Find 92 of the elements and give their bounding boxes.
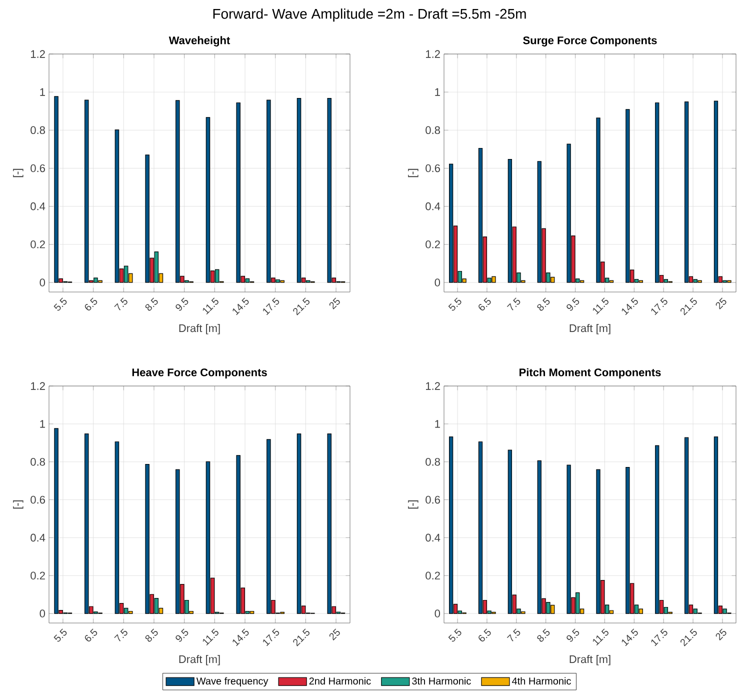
bar xyxy=(655,102,660,283)
x-tick-label: 6.5 xyxy=(478,298,491,310)
x-tick-label: 5.5 xyxy=(54,628,67,642)
bar xyxy=(684,101,689,283)
y-tick-label: 0.2 xyxy=(30,240,45,248)
x-tick-label: 7.5 xyxy=(114,628,128,642)
y-tick-label: 0 xyxy=(40,278,46,286)
x-tick-label: 8.5 xyxy=(537,628,550,642)
x-tick-label: 6.5 xyxy=(84,628,98,642)
bar xyxy=(714,436,718,614)
bar xyxy=(655,445,660,614)
y-axis-title: [-] xyxy=(408,500,418,509)
y-tick-label: 1 xyxy=(40,88,45,96)
x-tick-label: 9.5 xyxy=(176,628,188,642)
x-tick-label: 7.5 xyxy=(114,298,128,310)
bar xyxy=(206,461,210,614)
y-tick-label: 0 xyxy=(40,610,46,618)
y-tick-label: 1.2 xyxy=(31,50,45,58)
bar xyxy=(684,437,689,614)
x-tick-label: 25 xyxy=(329,298,340,310)
y-tick-label: 0 xyxy=(434,610,440,618)
y-tick-label: 1.2 xyxy=(426,50,440,58)
y-tick-label: 1 xyxy=(435,420,440,428)
bar xyxy=(664,279,668,283)
x-tick-label: 5.5 xyxy=(448,298,462,311)
y-tick-label: 0.2 xyxy=(426,572,440,580)
x-tick-label: 5.5 xyxy=(54,298,67,311)
x-tick-label: 8.5 xyxy=(145,298,158,311)
y-tick-label: 0.2 xyxy=(426,240,440,248)
y-tick-label: 0.4 xyxy=(426,534,440,542)
x-tick-label: 25 xyxy=(329,628,340,640)
y-tick-label: 0.4 xyxy=(426,202,440,210)
chart-title: Surge Force Components xyxy=(523,36,657,46)
x-tick-label: 25 xyxy=(716,628,726,640)
bar xyxy=(478,148,483,283)
x-tick-label: 8.5 xyxy=(145,628,158,642)
bar xyxy=(626,109,630,283)
legend-label: 2nd Harmonic xyxy=(309,677,371,685)
bar xyxy=(714,100,718,283)
bar xyxy=(206,117,210,283)
chart-title: Pitch Moment Components xyxy=(520,368,661,378)
bar xyxy=(638,608,643,614)
y-tick-label: 0.4 xyxy=(30,534,46,542)
y-tick-label: 0.8 xyxy=(30,458,45,466)
bar xyxy=(296,433,302,614)
y-tick-label: 0 xyxy=(434,278,440,286)
x-axis-title: Draft [m] xyxy=(179,324,220,334)
y-axis-title: [-] xyxy=(13,500,24,509)
y-tick-label: 0.6 xyxy=(30,496,45,504)
y-axis-title: [-] xyxy=(13,168,24,178)
legend-label: 4th Harmonic xyxy=(512,677,571,685)
x-axis-title: Draft [m] xyxy=(570,324,610,334)
bar xyxy=(114,441,120,614)
x-tick-label: 9.5 xyxy=(566,298,580,311)
x-tick-label: 6.5 xyxy=(478,628,491,642)
y-tick-label: 0.8 xyxy=(426,126,440,134)
y-tick-label: 0.4 xyxy=(30,202,46,210)
bar xyxy=(508,158,512,283)
bar xyxy=(296,98,302,283)
y-tick-label: 0.2 xyxy=(30,572,45,580)
x-axis-title: Draft [m] xyxy=(570,655,610,666)
bar xyxy=(449,436,454,614)
legend-label: Wave frequency xyxy=(196,677,268,687)
x-tick-label: 7.5 xyxy=(506,298,520,310)
bar xyxy=(626,467,630,614)
text: Forward- Wave Amplitude =2m - Draft =5.5m -25m xyxy=(213,8,526,22)
y-tick-label: 1.2 xyxy=(31,382,45,390)
bar xyxy=(449,164,454,283)
y-tick-label: 0.8 xyxy=(30,126,45,134)
x-tick-label: 9.5 xyxy=(176,298,188,311)
chart-title: Heave Force Components xyxy=(132,368,267,378)
x-axis-title: Draft [m] xyxy=(179,655,220,666)
bar xyxy=(250,610,254,614)
x-tick-label: 9.5 xyxy=(566,628,580,642)
x-tick-label: 6.5 xyxy=(84,298,98,310)
y-tick-label: 0.8 xyxy=(426,458,440,466)
bar xyxy=(114,129,120,283)
bar xyxy=(478,441,483,614)
legend-label: 3th Harmonic xyxy=(412,677,471,685)
x-tick-label: 5.5 xyxy=(448,628,462,642)
y-tick-label: 1.2 xyxy=(426,382,440,390)
bar xyxy=(508,450,512,614)
y-tick-label: 0.6 xyxy=(426,496,440,504)
y-tick-label: 1 xyxy=(435,88,440,96)
chart-title: Waveheight xyxy=(168,36,230,46)
y-tick-label: 0.6 xyxy=(30,164,45,172)
x-tick-label: 25 xyxy=(716,298,726,310)
y-axis-title: [-] xyxy=(408,168,418,178)
x-tick-label: 7.5 xyxy=(506,628,520,642)
x-tick-label: 8.5 xyxy=(537,298,550,311)
y-tick-label: 1 xyxy=(40,420,45,428)
y-tick-label: 0.6 xyxy=(426,164,440,172)
